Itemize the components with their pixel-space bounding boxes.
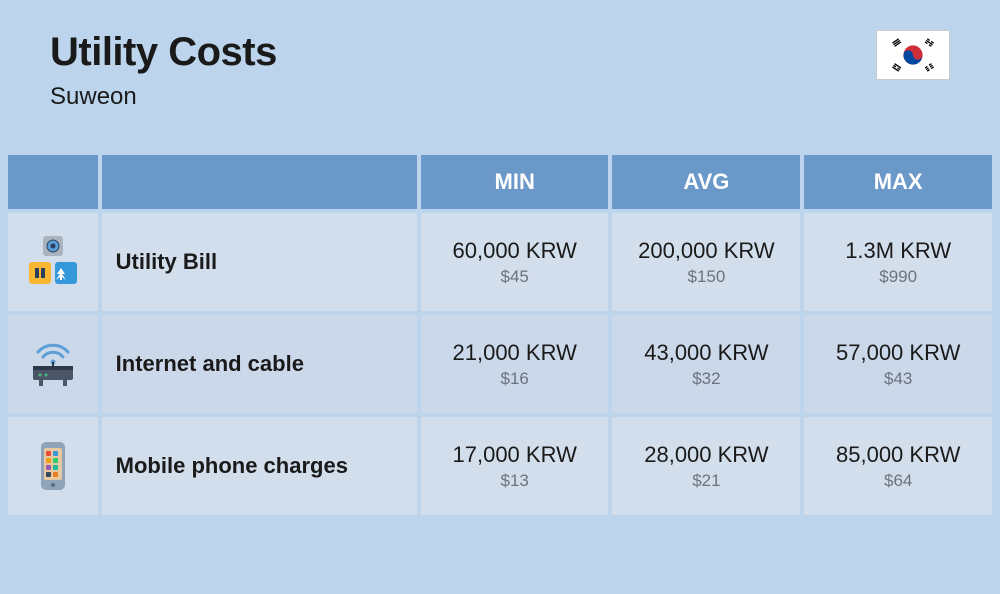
secondary-value: $32 [620,369,792,389]
utility-bill-icon [23,232,83,292]
table-header-row: MIN AVG MAX [8,155,992,209]
column-header-avg: AVG [612,155,800,209]
secondary-value: $21 [620,471,792,491]
secondary-value: $990 [812,267,984,287]
header: Utility Costs Suweon [0,0,1000,131]
cell-avg: 28,000 KRW $21 [612,417,800,515]
primary-value: 21,000 KRW [429,339,601,368]
cell-min: 60,000 KRW $45 [421,213,609,311]
column-header-min: MIN [421,155,609,209]
mobile-phone-icon [23,436,83,496]
row-icon-cell [8,213,98,311]
row-icon-cell [8,417,98,515]
page-title: Utility Costs [50,30,277,75]
table-row: Utility Bill 60,000 KRW $45 200,000 KRW … [8,213,992,311]
secondary-value: $16 [429,369,601,389]
secondary-value: $13 [429,471,601,491]
costs-table: MIN AVG MAX [0,151,1000,519]
country-flag [876,30,950,80]
row-icon-cell [8,315,98,413]
blank-header-icon [8,155,98,209]
primary-value: 17,000 KRW [429,441,601,470]
cell-min: 21,000 KRW $16 [421,315,609,413]
table-row: Mobile phone charges 17,000 KRW $13 28,0… [8,417,992,515]
cell-avg: 200,000 KRW $150 [612,213,800,311]
page-subtitle: Suweon [50,83,277,111]
row-label: Internet and cable [102,315,417,413]
blank-header-label [102,155,417,209]
cell-max: 85,000 KRW $64 [804,417,992,515]
internet-cable-icon [23,334,83,394]
primary-value: 1.3M KRW [812,237,984,266]
primary-value: 200,000 KRW [620,237,792,266]
cell-max: 57,000 KRW $43 [804,315,992,413]
header-left: Utility Costs Suweon [50,30,277,111]
secondary-value: $150 [620,267,792,287]
primary-value: 60,000 KRW [429,237,601,266]
column-header-max: MAX [804,155,992,209]
cell-min: 17,000 KRW $13 [421,417,609,515]
table-row: Internet and cable 21,000 KRW $16 43,000… [8,315,992,413]
primary-value: 57,000 KRW [812,339,984,368]
primary-value: 43,000 KRW [620,339,792,368]
primary-value: 85,000 KRW [812,441,984,470]
primary-value: 28,000 KRW [620,441,792,470]
secondary-value: $45 [429,267,601,287]
row-label: Mobile phone charges [102,417,417,515]
secondary-value: $64 [812,471,984,491]
south-korea-flag-icon [877,31,949,79]
secondary-value: $43 [812,369,984,389]
cell-avg: 43,000 KRW $32 [612,315,800,413]
cell-max: 1.3M KRW $990 [804,213,992,311]
row-label: Utility Bill [102,213,417,311]
